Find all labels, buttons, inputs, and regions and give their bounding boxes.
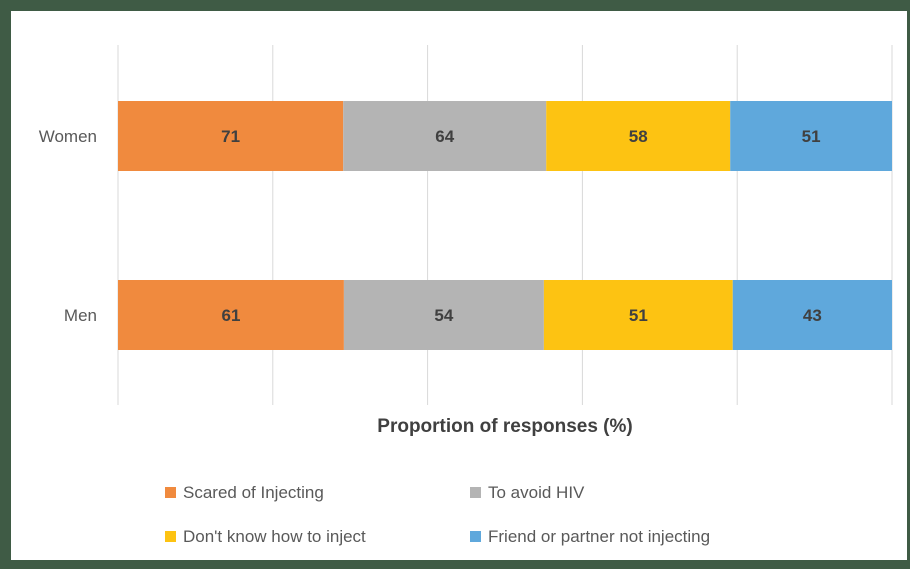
legend-swatch — [165, 531, 176, 542]
gridlines — [117, 45, 893, 405]
bar-segment — [730, 101, 892, 171]
legend-entry: To avoid HIV — [488, 483, 585, 502]
data-label: 61 — [221, 306, 240, 325]
bar-segment — [732, 280, 892, 350]
legend: Scared of Injecting To avoid HIV Don't kno… — [165, 483, 710, 546]
legend-entry: Scared of Injecting — [183, 483, 324, 502]
bar-segment — [343, 101, 547, 171]
x-axis-title: Proportion of responses (%) — [377, 416, 632, 437]
bars: 71 64 58 51 61 54 51 43 — [118, 101, 892, 350]
bar-segment — [543, 280, 733, 350]
data-label: 43 — [803, 306, 822, 325]
legend-entry: Don't know how to inject — [183, 527, 366, 546]
data-label: 51 — [629, 306, 648, 325]
legend-swatch — [165, 487, 176, 498]
legend-swatch — [470, 531, 481, 542]
bar-segment — [118, 101, 344, 171]
data-label: 64 — [435, 127, 454, 146]
category-label: Men — [64, 306, 97, 325]
data-label: 54 — [434, 306, 453, 325]
legend-swatch — [470, 487, 481, 498]
category-label: Women — [39, 127, 97, 146]
bar-segment — [546, 101, 731, 171]
bar-segment — [343, 280, 544, 350]
data-label: 71 — [221, 127, 240, 146]
data-label: 51 — [802, 127, 821, 146]
category-labels: Women Men — [39, 127, 97, 325]
data-label: 58 — [629, 127, 648, 146]
legend-entry: Friend or partner not injecting — [488, 527, 710, 546]
bar-segment — [118, 280, 344, 350]
